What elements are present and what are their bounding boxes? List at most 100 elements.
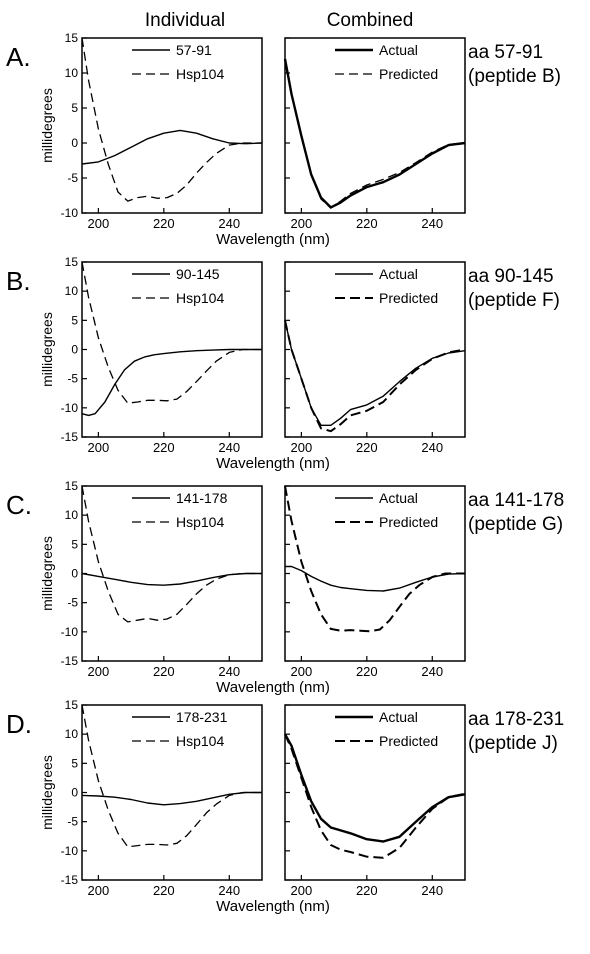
combined-axes: 200220240ActualPredictedWavelength (nm)	[284, 261, 466, 455]
series-line-predicted	[284, 320, 466, 433]
individual-axes: 15 10 5 0 -5 -10 -15 200 220 240 141-178 Hsp104 Wave…	[61, 479, 330, 696]
x-tick-label: 220	[153, 216, 175, 231]
y-tick-label: 5	[71, 313, 78, 327]
legend-label: Predicted	[379, 290, 438, 306]
y-tick-label: 15	[65, 255, 79, 269]
legend-label: Actual	[379, 490, 418, 506]
panel-letter: A.	[6, 42, 31, 72]
panel-1: B. aa 90-145 (peptide F) millidegrees 15 10 5 0…	[6, 255, 560, 472]
y-tick-label: 0	[71, 136, 78, 150]
series-line-predicted	[284, 733, 466, 859]
axes-frame	[284, 485, 466, 662]
x-axis-label: Wavelength (nm)	[216, 231, 330, 248]
panel-letter: B.	[6, 266, 31, 296]
panel-0: A. aa 57-91 (peptide B) millidegrees 15 10 5 0 -…	[6, 31, 561, 248]
x-tick-label: 240	[421, 664, 443, 679]
y-tick-label: -5	[67, 171, 78, 185]
x-tick-label: 220	[356, 216, 378, 231]
y-tick-label: -5	[67, 815, 78, 829]
panel-side-label: aa 57-91	[468, 42, 543, 63]
panel-side-label: aa 178-231	[468, 709, 564, 730]
series-line-hsp104	[81, 704, 262, 848]
x-tick-label: 220	[153, 440, 175, 455]
series-line-actual	[283, 733, 466, 843]
y-tick-label: -10	[61, 844, 79, 858]
y-tick-label: 0	[71, 567, 78, 581]
x-tick-label: 240	[421, 883, 443, 898]
x-tick-label: 200	[291, 216, 313, 231]
legend-label: Predicted	[379, 514, 438, 530]
axes-frame	[81, 485, 263, 662]
legend-label: Predicted	[379, 66, 438, 82]
y-tick-label: 15	[65, 31, 79, 45]
y-axis-label: millidegrees	[39, 88, 55, 163]
series-line-57-91	[81, 129, 263, 165]
y-tick-label: 0	[71, 343, 78, 357]
y-tick-label: -10	[61, 206, 79, 220]
y-tick-label: -5	[67, 596, 78, 610]
y-tick-label: 15	[65, 479, 79, 493]
individual-axes: 15 10 5 0 -5 -10 -15 200 220 240 178-231 Hsp104 Wave…	[61, 698, 330, 915]
combined-axes: 200220240ActualPredictedWavelength (nm)	[284, 485, 466, 679]
legend-label: 178-231	[176, 709, 228, 725]
y-axis-label: millidegrees	[39, 312, 55, 387]
y-axis-label: millidegrees	[39, 536, 55, 611]
x-tick-label: 200	[88, 883, 110, 898]
x-tick-label: 200	[291, 883, 313, 898]
panel-2: C. aa 141-178 (peptide G) millidegrees 15 10 5…	[6, 479, 564, 696]
col-header-combined: Combined	[327, 10, 414, 31]
series-line-hsp104	[81, 485, 262, 623]
legend-label: Predicted	[379, 733, 438, 749]
panel-3: D. aa 178-231 (peptide J) millidegrees 15 10 5…	[6, 698, 564, 915]
legend-label: Hsp104	[176, 66, 224, 82]
individual-axes: 15 10 5 0 -5 -10 -15 200 220 240 90-145 Hsp104 Wavel…	[61, 255, 330, 472]
x-tick-label: 200	[291, 664, 313, 679]
legend-label: 141-178	[176, 490, 228, 506]
legend-label: Hsp104	[176, 290, 224, 306]
combined-axes: 200220240ActualPredictedWavelength (nm)	[283, 704, 466, 898]
axes-frame	[284, 704, 466, 881]
axes-frame	[81, 704, 263, 881]
x-tick-label: 220	[356, 883, 378, 898]
x-tick-label: 220	[153, 664, 175, 679]
x-tick-label: 240	[218, 216, 240, 231]
series-line-actual	[285, 565, 466, 592]
x-tick-label: 220	[356, 664, 378, 679]
individual-axes: 15 10 5 0 -5 -10 200 220 240 57-91 Hsp104 Wavelengt…	[61, 31, 330, 248]
panel-side-label: aa 90-145	[468, 266, 554, 287]
legend-label: 57-91	[176, 42, 212, 58]
y-tick-label: 10	[65, 66, 79, 80]
x-tick-label: 240	[218, 883, 240, 898]
x-tick-label: 240	[218, 440, 240, 455]
y-tick-label: 10	[65, 727, 79, 741]
combined-axes: 200220240ActualPredictedWavelength (nm)	[283, 37, 466, 231]
x-tick-label: 240	[218, 664, 240, 679]
y-tick-label: -15	[61, 654, 79, 668]
x-axis-label: Wavelength (nm)	[216, 455, 330, 472]
series-line-predicted	[284, 485, 465, 633]
panel-side-label: (peptide J)	[468, 733, 558, 754]
x-tick-label: 240	[421, 440, 443, 455]
legend-label: 90-145	[176, 266, 220, 282]
legend-label: Actual	[379, 42, 418, 58]
y-tick-label: 10	[65, 284, 79, 298]
legend-label: Hsp104	[176, 514, 224, 530]
legend-label: Actual	[379, 709, 418, 725]
series-line-90-145	[81, 348, 262, 417]
y-tick-label: 5	[71, 101, 78, 115]
panel-letter: C.	[6, 490, 32, 520]
y-tick-label: -15	[61, 873, 79, 887]
axes-frame	[81, 37, 263, 214]
y-tick-label: -5	[67, 372, 78, 386]
panel-side-label: (peptide G)	[468, 514, 563, 535]
axes-frame	[284, 37, 466, 214]
panel-letter: D.	[6, 709, 32, 739]
x-tick-label: 200	[88, 440, 110, 455]
y-axis-label: millidegrees	[39, 755, 55, 830]
panel-side-label: aa 141-178	[468, 490, 564, 511]
y-tick-label: 15	[65, 698, 79, 712]
x-tick-label: 220	[356, 440, 378, 455]
series-line-hsp104	[81, 261, 262, 404]
series-line-178-231	[81, 791, 262, 806]
